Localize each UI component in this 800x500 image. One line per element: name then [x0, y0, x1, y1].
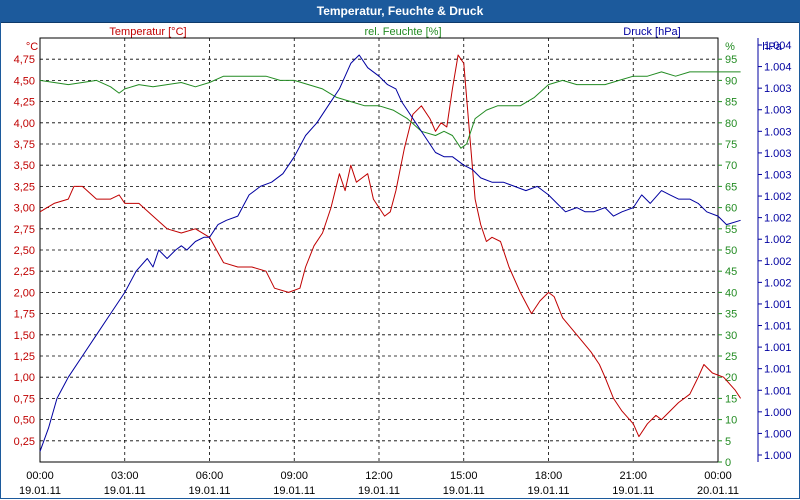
x-tick-time: 18:00: [535, 470, 563, 482]
press-tick-label: 1.004: [764, 40, 792, 52]
temp-tick-label: 3,50: [14, 160, 35, 172]
x-tick-time: 00:00: [704, 470, 732, 482]
hum-tick-label: 85: [725, 97, 737, 109]
hum-tick-label: 20: [725, 372, 737, 384]
x-tick-date: 19.01.11: [443, 485, 485, 497]
temp-tick-label: 0,25: [14, 436, 35, 448]
x-tick-time: 21:00: [619, 470, 647, 482]
press-tick-label: 1.001: [764, 385, 792, 397]
temp-tick-label: 4,25: [14, 97, 35, 109]
temp-tick-label: 3,75: [14, 139, 35, 151]
hum-tick-label: 10: [725, 415, 737, 427]
hum-tick-label: 95: [725, 54, 737, 66]
temp-tick-label: 3,00: [14, 203, 35, 215]
x-tick-date: 19.01.11: [612, 485, 654, 497]
hum-tick-label: 30: [725, 330, 737, 342]
series-line-temp: [39, 54, 742, 438]
temp-tick-label: 0,75: [14, 393, 35, 405]
press-tick-label: 1.002: [764, 277, 792, 289]
title-bar: Temperatur, Feuchte & Druck: [0, 0, 800, 23]
x-tick-date: 19.01.11: [104, 485, 146, 497]
press-tick-label: 1.002: [764, 234, 792, 246]
x-tick-date: 19.01.11: [273, 485, 315, 497]
hum-tick-label: 5: [725, 436, 731, 448]
series-line-press: [39, 54, 741, 452]
hum-tick-label: 45: [725, 266, 737, 278]
temp-tick-label: 1,25: [14, 351, 35, 363]
press-tick-label: 1.001: [764, 321, 792, 333]
hum-tick-label: 55: [725, 224, 737, 236]
press-tick-label: 1.001: [764, 364, 792, 376]
x-tick-time: 12:00: [365, 470, 393, 482]
temp-tick-label: 1,50: [14, 330, 35, 342]
press-tick-label: 1.003: [764, 105, 792, 117]
press-axis-title: Druck [hPa]: [623, 26, 680, 38]
temp-unit-label: °C: [26, 41, 38, 53]
x-tick-date: 20.01.11: [697, 485, 739, 497]
press-unit-label: hPa: [762, 41, 782, 53]
hum-tick-label: 35: [725, 309, 737, 321]
hum-tick-label: 65: [725, 181, 737, 193]
x-tick-time: 03:00: [111, 470, 139, 482]
hum-unit-label: %: [725, 41, 735, 53]
temp-tick-label: 4,00: [14, 118, 35, 130]
temp-tick-label: 3,25: [14, 181, 35, 193]
hum-tick-label: 60: [725, 203, 737, 215]
press-tick-label: 1.004: [764, 62, 792, 74]
press-tick-label: 1.003: [764, 83, 792, 95]
x-tick-date: 19.01.11: [527, 485, 569, 497]
hum-tick-label: 15: [725, 393, 737, 405]
press-tick-label: 1.002: [764, 256, 792, 268]
temp-tick-label: 1,00: [14, 372, 35, 384]
temp-tick-label: 2,25: [14, 266, 35, 278]
temp-tick-label: 2,75: [14, 224, 35, 236]
temp-axis-title: Temperatur [°C]: [109, 26, 186, 38]
x-tick-time: 06:00: [196, 470, 224, 482]
temp-tick-label: 0,50: [14, 415, 35, 427]
hum-tick-label: 75: [725, 139, 737, 151]
x-tick-date: 19.01.11: [358, 485, 400, 497]
temp-tick-label: 2,00: [14, 287, 35, 299]
x-tick-date: 19.01.11: [19, 485, 61, 497]
hum-tick-label: 25: [725, 351, 737, 363]
press-tick-label: 1.000: [764, 450, 792, 462]
x-tick-time: 15:00: [450, 470, 478, 482]
hum-tick-label: 40: [725, 287, 737, 299]
hum-tick-label: 90: [725, 75, 737, 87]
temp-tick-label: 4,50: [14, 75, 35, 87]
hum-tick-label: 80: [725, 118, 737, 130]
hum-tick-label: 50: [725, 245, 737, 257]
temp-tick-label: 4,75: [14, 54, 35, 66]
temp-tick-label: 2,50: [14, 245, 35, 257]
press-tick-label: 1.002: [764, 191, 792, 203]
press-tick-label: 1.001: [764, 342, 792, 354]
press-tick-label: 1.003: [764, 148, 792, 160]
x-tick-time: 00:00: [26, 470, 54, 482]
hum-axis-title: rel. Feuchte [%]: [364, 26, 441, 38]
hum-tick-label: 70: [725, 160, 737, 172]
press-tick-label: 1.002: [764, 213, 792, 225]
press-tick-label: 1.003: [764, 169, 792, 181]
temp-tick-label: 1,75: [14, 309, 35, 321]
hum-tick-label: 0: [725, 457, 731, 469]
press-tick-label: 1.000: [764, 407, 792, 419]
press-tick-label: 1.003: [764, 126, 792, 138]
press-tick-label: 1.000: [764, 428, 792, 440]
chart-title: Temperatur, Feuchte & Druck: [316, 4, 484, 18]
x-tick-time: 09:00: [280, 470, 308, 482]
x-tick-date: 19.01.11: [188, 485, 230, 497]
series-line-hum: [39, 71, 741, 149]
press-tick-label: 1.001: [764, 299, 792, 311]
